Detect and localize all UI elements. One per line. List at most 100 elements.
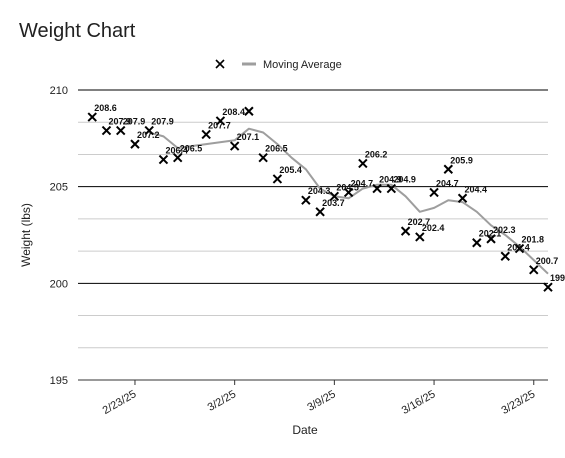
weight-point-stroke	[158, 154, 169, 165]
weight-point	[386, 183, 397, 194]
moving-average-series	[148, 127, 549, 275]
x-tick-label: 3/16/25	[400, 388, 438, 417]
y-tick-label: 200	[50, 278, 68, 290]
weight-point	[429, 187, 439, 198]
major-gridlines	[78, 89, 548, 381]
data-label: 204.5	[336, 182, 359, 192]
weight-point	[543, 282, 553, 292]
x-tick-label: 3/23/25	[499, 388, 537, 417]
minor-gridlines	[78, 121, 548, 349]
chart-title: Weight Chart	[19, 20, 136, 42]
weight-point-stroke	[457, 193, 468, 203]
legend-label: Moving Average	[263, 59, 342, 71]
weight-point-stroke	[116, 125, 126, 136]
weight-point-stroke	[101, 125, 112, 136]
weight-point-stroke	[201, 129, 211, 140]
data-label: 202.1	[479, 229, 502, 239]
y-axis-label: Weight (lbs)	[19, 203, 33, 267]
data-label: 204.7	[436, 178, 459, 188]
weight-point-stroke	[258, 152, 268, 163]
data-label: 208.6	[94, 103, 117, 113]
weight-point	[514, 243, 525, 254]
weight-point	[272, 174, 283, 184]
data-label: 205.9	[450, 155, 473, 165]
data-label: 207.1	[237, 132, 260, 142]
weight-point-stroke	[144, 125, 154, 136]
data-label: 206.5	[180, 144, 203, 154]
y-tick-label: 195	[50, 375, 68, 387]
data-label: 206.5	[265, 144, 288, 154]
weight-point	[400, 226, 411, 236]
weight-point-stroke	[329, 191, 340, 202]
data-label: 206.2	[365, 149, 388, 159]
data-label: 201.4	[507, 242, 530, 252]
weight-point-stroke	[486, 234, 496, 244]
weight-point	[201, 129, 211, 140]
weight-point	[301, 195, 311, 205]
data-label: 202.3	[493, 225, 516, 235]
weight-point-stroke	[543, 282, 553, 292]
moving-average-line	[148, 127, 549, 275]
weight-point	[215, 116, 226, 126]
data-label: 199.8	[550, 273, 565, 283]
weight-point	[343, 187, 354, 198]
weight-point-stroke	[400, 226, 411, 236]
data-label: 200.7	[536, 256, 559, 266]
weight-point-stroke	[529, 265, 539, 275]
weight-point	[358, 158, 368, 169]
weight-point	[144, 125, 154, 136]
weight-point-stroke	[443, 164, 454, 174]
x-axis-ticks: 2/23/25 3/2/25 3/9/25 3/16/25 3/23/25	[101, 380, 537, 417]
data-label: 207.9	[108, 117, 131, 127]
weight-point-stroke	[229, 141, 240, 151]
weight-point	[443, 164, 454, 174]
weight-point	[258, 152, 268, 163]
data-label: 204.4	[465, 184, 488, 194]
weight-point	[101, 125, 112, 136]
weight-point	[415, 232, 425, 242]
weight-point-stroke	[130, 139, 140, 149]
data-label: 204.9	[393, 175, 416, 185]
data-label: 206.4	[165, 146, 188, 156]
weight-point-stroke	[244, 106, 254, 116]
data-label: 204.7	[351, 178, 374, 188]
y-axis-ticks: 195 200 205 210	[50, 85, 68, 387]
weight-point	[457, 193, 468, 203]
weight-point-stroke	[429, 187, 439, 198]
data-label: 207.9	[123, 117, 146, 127]
data-label: 201.8	[522, 235, 545, 245]
weight-point-stroke	[358, 158, 368, 169]
weight-point-stroke	[500, 251, 510, 261]
y-tick-label: 205	[50, 182, 68, 194]
data-labels: 208.6207.9207.9207.2207.9206.4206.5207.7…	[94, 103, 565, 283]
weight-point-stroke	[301, 195, 311, 205]
weight-point-stroke	[386, 183, 397, 194]
weight-point-stroke	[343, 187, 354, 198]
data-label: 203.7	[322, 198, 345, 208]
x-axis-label: Date	[292, 423, 318, 437]
legend: Moving Average	[215, 59, 342, 71]
x-tick-label: 3/9/25	[305, 388, 337, 414]
weight-point	[372, 183, 382, 194]
legend-marker-x	[215, 59, 225, 69]
weight-series	[87, 106, 553, 292]
weight-point-stroke	[172, 152, 183, 163]
weight-point-stroke	[215, 116, 226, 126]
data-label: 205.4	[279, 165, 302, 175]
weight-point-stroke	[415, 232, 425, 242]
weight-point	[130, 139, 140, 149]
data-label: 207.2	[137, 130, 160, 140]
data-label: 204.3	[308, 186, 331, 196]
weight-point	[172, 152, 183, 163]
weight-point	[329, 191, 340, 202]
weight-point	[486, 234, 496, 244]
weight-point-stroke	[514, 243, 525, 254]
data-label: 208.4	[222, 107, 245, 117]
weight-point-stroke	[472, 238, 482, 248]
data-label: 202.7	[408, 217, 431, 227]
weight-point	[158, 154, 169, 165]
x-tick-label: 2/23/25	[101, 388, 139, 417]
y-tick-label: 210	[50, 85, 68, 97]
data-label: 207.7	[208, 120, 231, 130]
weight-point	[244, 106, 254, 116]
